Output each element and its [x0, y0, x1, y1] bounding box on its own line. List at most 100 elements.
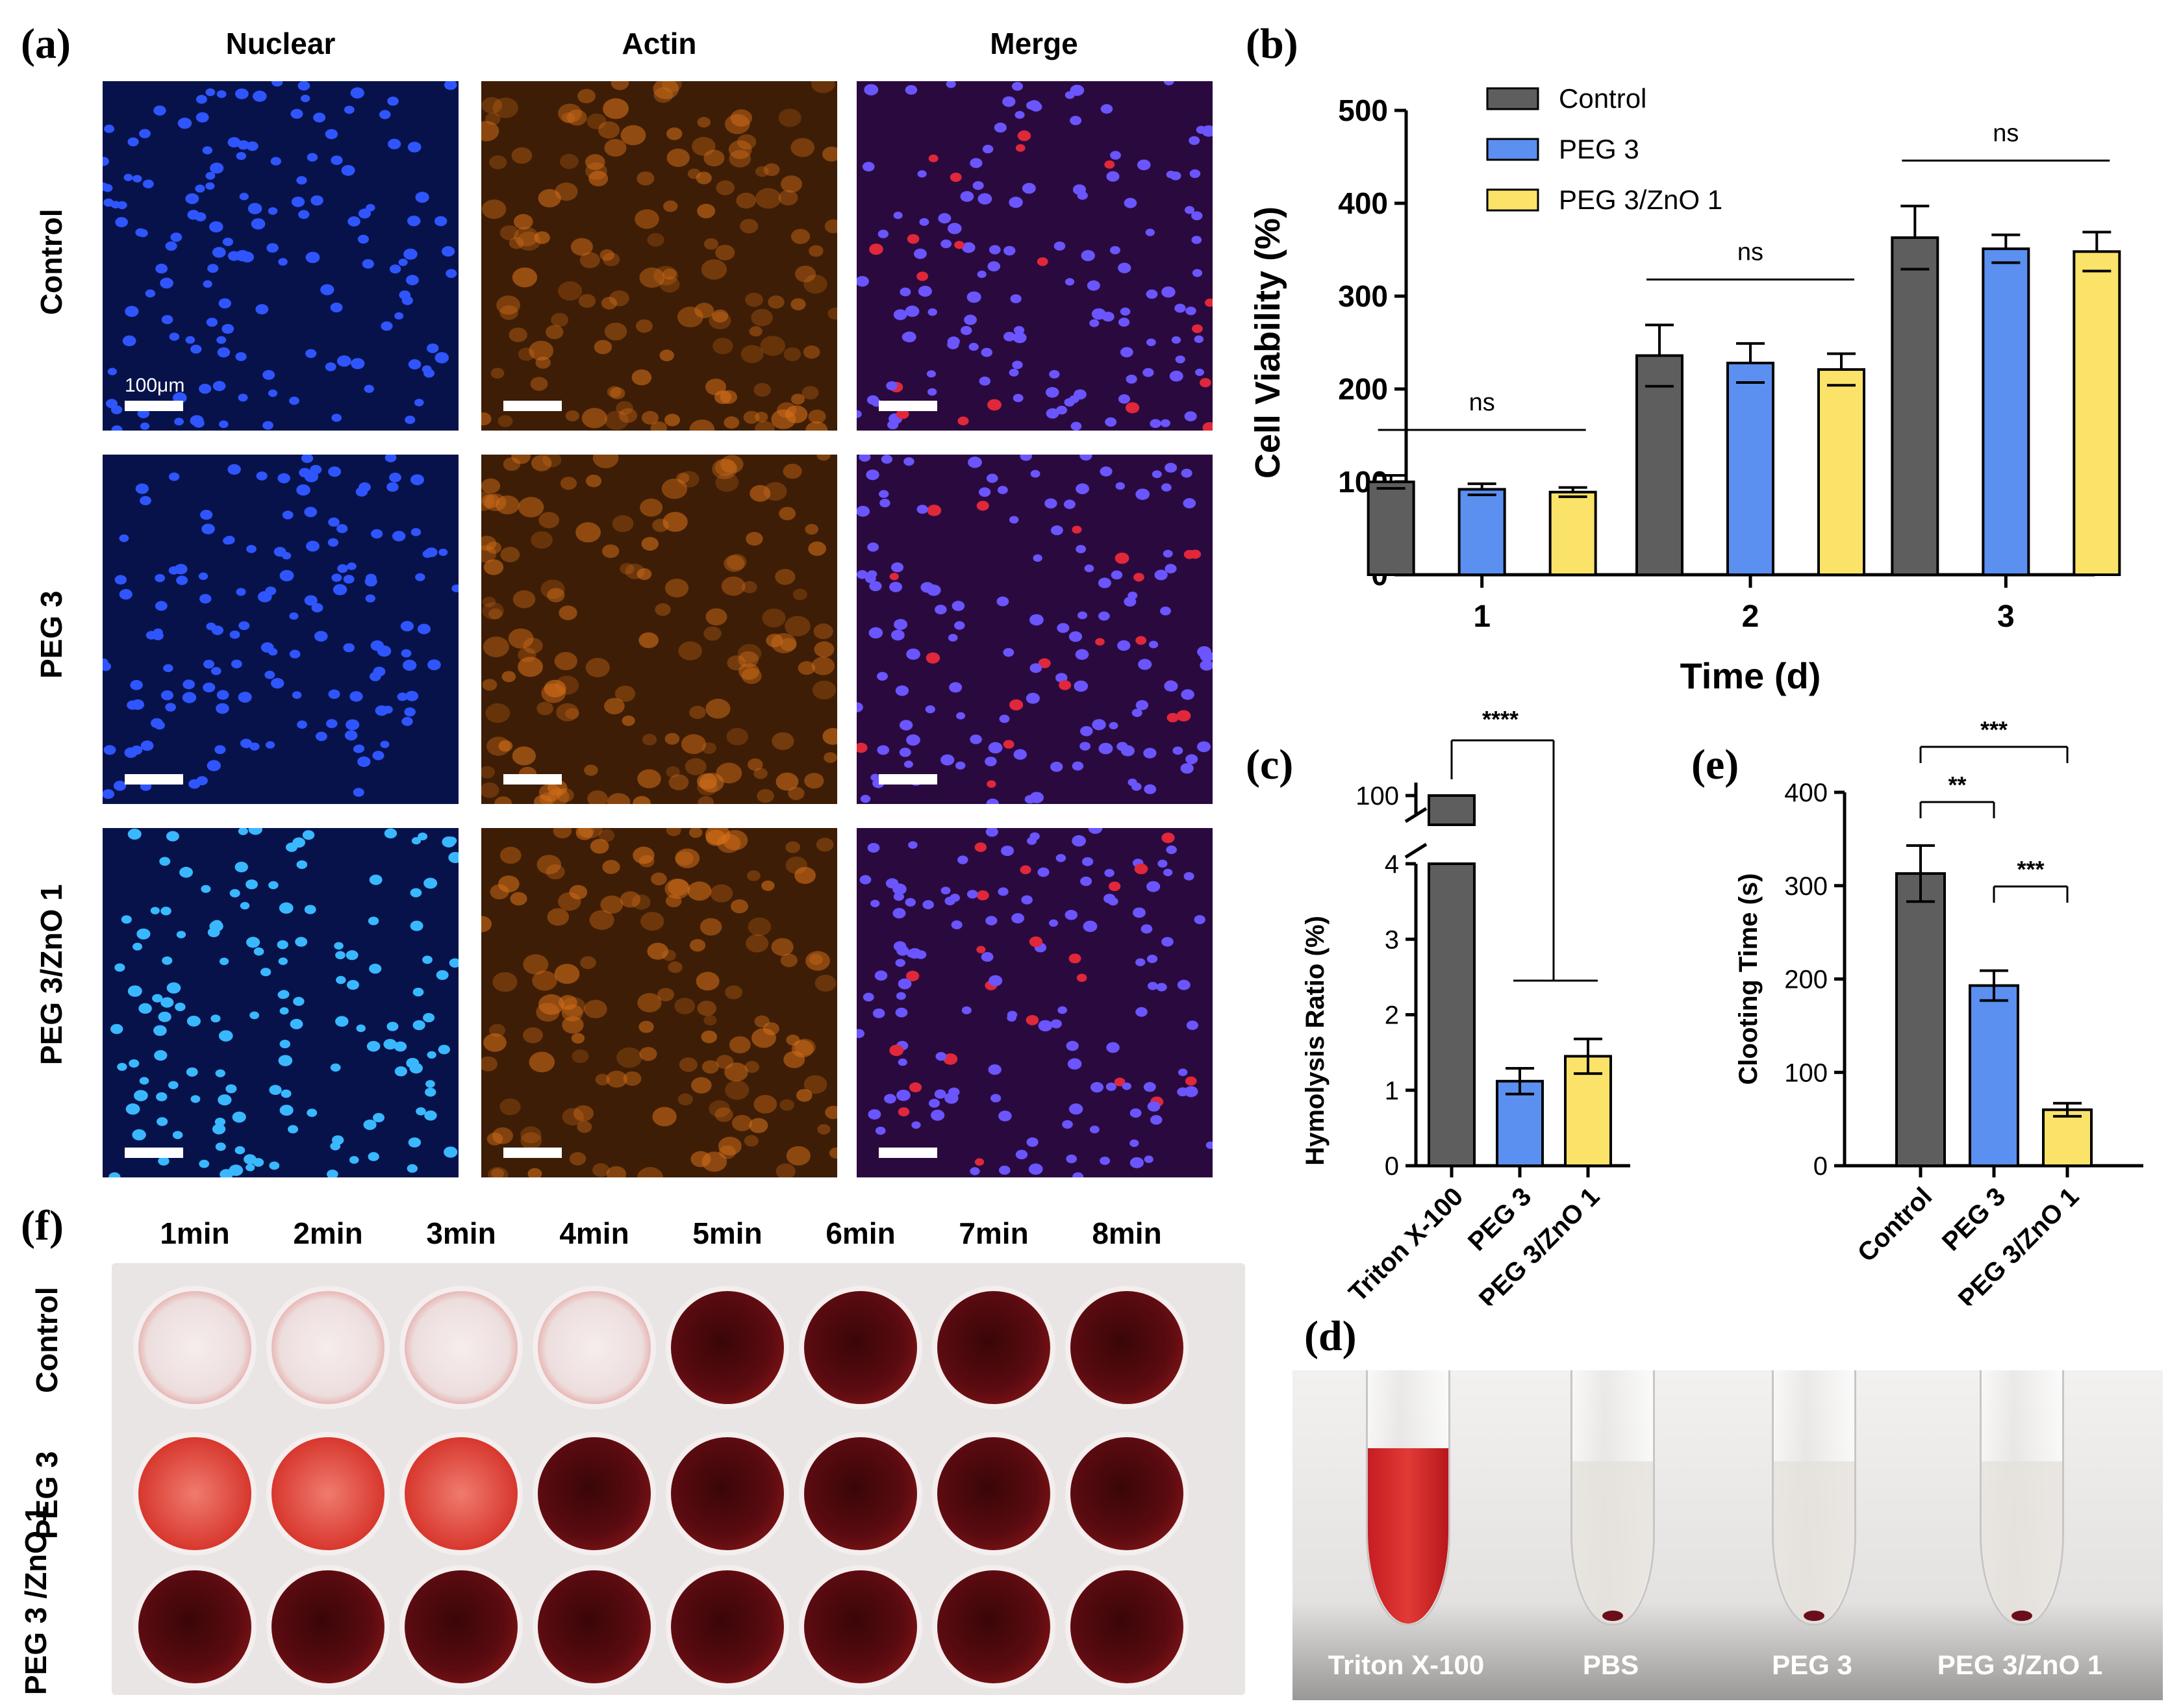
- cell-mark: [336, 975, 346, 985]
- cell-mark: [481, 782, 499, 798]
- cell-mark: [216, 703, 229, 714]
- column-header-merge: Merge: [990, 27, 1078, 60]
- cell-mark: [365, 594, 375, 603]
- cell-mark: [775, 568, 796, 585]
- cell-mark: [215, 1142, 226, 1151]
- cell-mark: [891, 629, 905, 641]
- cell-mark: [1050, 525, 1063, 536]
- y-tick-label: 0: [1813, 1152, 1828, 1181]
- cell-mark: [548, 788, 570, 804]
- cell-mark: [906, 734, 920, 746]
- cell-mark: [1194, 915, 1205, 924]
- cell-mark: [380, 740, 390, 748]
- cell-mark: [185, 336, 195, 344]
- cell-mark: [328, 466, 342, 477]
- cell-mark: [954, 621, 965, 630]
- cell-mark: [140, 422, 150, 430]
- cell-mark: [1028, 1163, 1043, 1175]
- cell-mark: [794, 866, 816, 885]
- cell-mark: [709, 1100, 731, 1118]
- cell-mark: [1015, 144, 1026, 152]
- cell-mark: [573, 1105, 594, 1122]
- cell-mark: [893, 211, 903, 220]
- cell-mark: [416, 1107, 426, 1116]
- cell-mark: [689, 705, 706, 720]
- cell-mark: [488, 608, 503, 620]
- cell-mark: [1146, 954, 1158, 963]
- cell-mark: [966, 291, 981, 303]
- cell-mark: [185, 193, 199, 205]
- cell-mark: [602, 860, 620, 874]
- cell-mark: [857, 570, 868, 579]
- x-tick-label: 3: [1997, 599, 2015, 634]
- cell-mark: [1152, 470, 1162, 479]
- cell-mark: [234, 861, 248, 873]
- cell-mark: [510, 892, 527, 906]
- cell-mark: [386, 482, 399, 492]
- cell-mark: [718, 1137, 742, 1156]
- cell-mark: [449, 958, 459, 968]
- cell-mark: [1091, 308, 1106, 320]
- cell-mark: [1144, 784, 1157, 794]
- cell-mark: [389, 264, 401, 274]
- cell-mark: [960, 325, 972, 335]
- cell-mark: [482, 602, 504, 620]
- cell-mark: [1081, 857, 1094, 866]
- cell-viability-chart: 0100200300400500Cell Viability (%)1ns2ns…: [1248, 83, 2121, 696]
- cell-mark: [232, 1111, 246, 1123]
- well-control-1min: [133, 1286, 257, 1409]
- cell-mark: [1189, 549, 1202, 559]
- cell-mark: [331, 573, 342, 583]
- cell-mark: [512, 267, 538, 288]
- cell-mark: [1037, 867, 1050, 877]
- cell-mark: [633, 846, 655, 864]
- tube-liquid: [1982, 1461, 2062, 1624]
- cell-mark: [809, 245, 824, 257]
- cell-mark: [1115, 482, 1126, 490]
- cell-mark: [1089, 319, 1100, 327]
- cell-mark: [877, 745, 890, 755]
- cell-mark: [1183, 872, 1194, 881]
- cell-mark: [385, 455, 397, 462]
- cell-mark: [946, 81, 956, 88]
- cell-mark: [622, 715, 635, 726]
- y-axis-label: Cell Viability (%): [1248, 207, 1287, 479]
- cell-mark: [292, 691, 302, 699]
- tube-label: Triton X-100: [1328, 1650, 1485, 1680]
- cell-mark: [796, 1088, 813, 1102]
- cell-mark: [938, 213, 952, 224]
- cell-mark: [940, 886, 951, 895]
- cell-mark: [262, 421, 273, 430]
- cell-mark: [794, 265, 816, 283]
- cell-mark: [1138, 659, 1152, 670]
- cell-mark: [523, 954, 549, 975]
- cell-mark: [212, 381, 226, 392]
- cell-mark: [570, 238, 593, 256]
- cell-mark: [809, 953, 824, 965]
- cell-mark: [297, 81, 310, 91]
- cell-mark: [891, 562, 904, 573]
- cell-mark: [174, 418, 184, 426]
- cell-mark: [812, 680, 837, 700]
- cell-mark: [1146, 289, 1158, 299]
- cell-mark: [964, 314, 977, 325]
- cell-mark: [692, 136, 716, 156]
- cell-mark: [484, 494, 507, 512]
- cell-mark: [369, 963, 382, 974]
- cell-mark: [166, 831, 179, 842]
- cell-mark: [115, 217, 129, 227]
- cell-mark: [901, 332, 914, 342]
- cell-mark: [1200, 660, 1213, 671]
- legend-label: PEG 3: [1559, 134, 1639, 164]
- cell-mark: [584, 999, 607, 1018]
- cell-mark: [1078, 611, 1088, 620]
- cell-mark: [372, 751, 385, 760]
- cell-mark: [496, 295, 520, 315]
- cell-mark: [976, 501, 989, 511]
- cell-mark: [1142, 368, 1154, 377]
- cell-mark: [407, 1164, 418, 1173]
- cell-mark: [512, 746, 536, 766]
- well-control-3min: [399, 1286, 523, 1409]
- cell-mark: [357, 756, 371, 767]
- cell-mark: [268, 389, 278, 397]
